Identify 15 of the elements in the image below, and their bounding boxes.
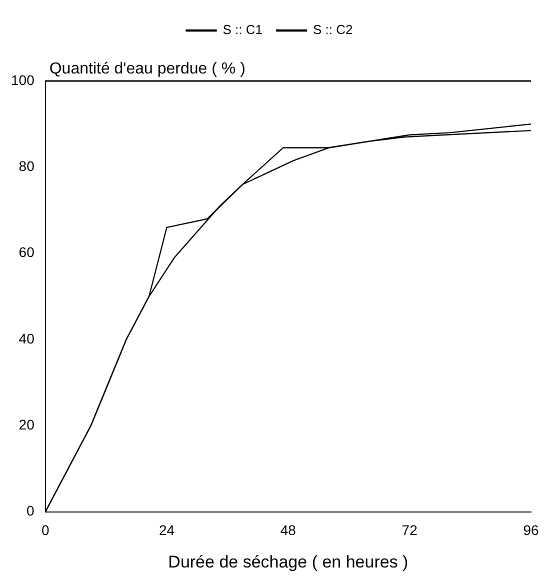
- legend-label: S :: C1: [222, 22, 263, 38]
- x-tick-label: 0: [41, 522, 50, 538]
- y-tick-label: 80: [18, 158, 35, 174]
- y-tick-label: 20: [18, 416, 35, 432]
- legend-label: S :: C2: [313, 22, 353, 38]
- x-tick-label: 72: [402, 522, 418, 538]
- x-tick-label: 48: [280, 522, 296, 538]
- y-axis-title: Quantité d'eau perdue ( % ): [49, 60, 246, 78]
- y-tick-label: 40: [18, 330, 35, 346]
- y-tick-label: 100: [11, 72, 35, 88]
- y-tick-label: 0: [26, 502, 35, 519]
- x-tick-label: 24: [158, 522, 175, 538]
- y-tick-label: 60: [18, 244, 35, 260]
- x-axis-title: Durée de séchage ( en heures ): [168, 552, 408, 572]
- x-tick-label: 96: [523, 522, 539, 538]
